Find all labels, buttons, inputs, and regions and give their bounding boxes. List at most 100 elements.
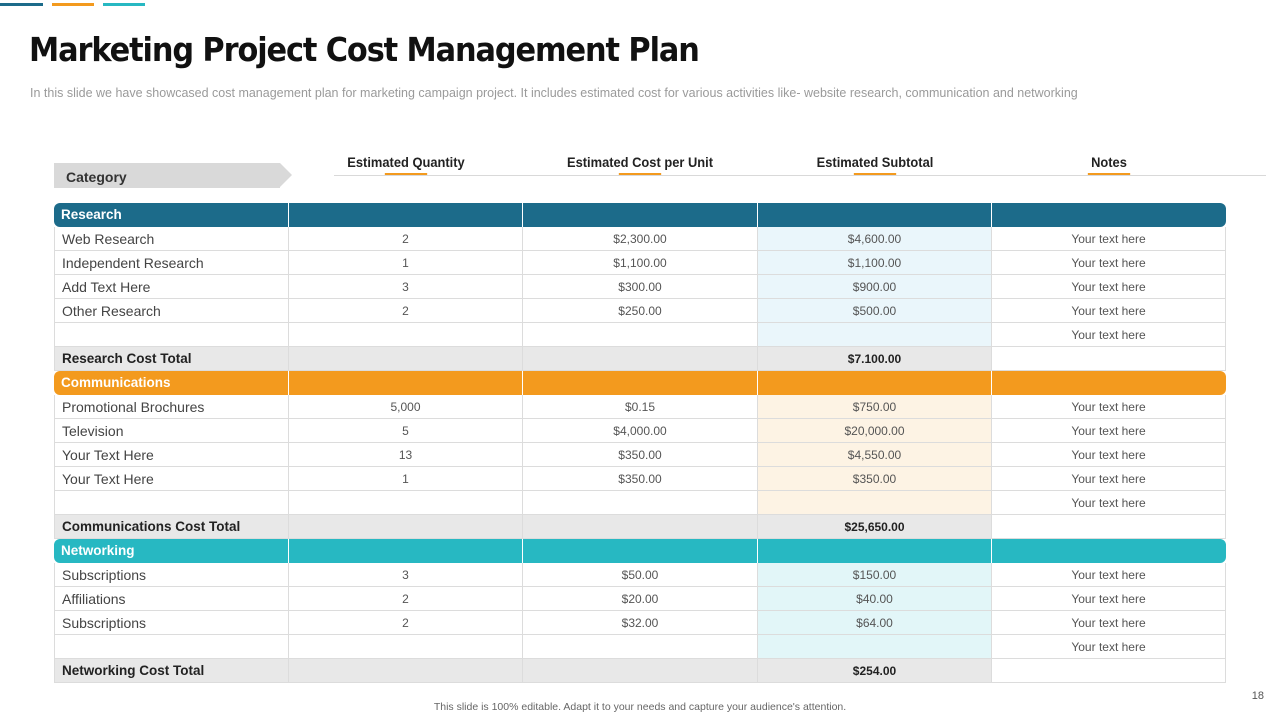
subtotal-cell: $350.00 — [758, 467, 992, 490]
section-bar-cell — [523, 203, 758, 227]
subtotal-cell: $64.00 — [758, 611, 992, 634]
subtotal-cell: $4,550.00 — [758, 443, 992, 466]
cost-table: Research Web Research 2 $2,300.00 $4,600.00 Y… — [54, 203, 1226, 683]
note-cell: Your text here — [992, 443, 1226, 466]
total-empty-cell — [523, 659, 758, 682]
cost-cell: $250.00 — [523, 299, 758, 322]
category-cell: Web Research — [54, 227, 289, 250]
quantity-cell — [289, 635, 523, 658]
category-cell: Subscriptions — [54, 563, 289, 586]
table-row: Subscriptions 3 $50.00 $150.00 Your text her… — [54, 563, 1226, 587]
table-row: Add Text Here 3 $300.00 $900.00 Your text he… — [54, 275, 1226, 299]
total-empty-cell — [523, 515, 758, 538]
category-cell: Affiliations — [54, 587, 289, 610]
table-row: Affiliations 2 $20.00 $40.00 Your text here — [54, 587, 1226, 611]
note-cell: Your text here — [992, 275, 1226, 298]
column-header-subtotal: Estimated Subtotal — [767, 154, 982, 175]
column-underline — [1087, 173, 1131, 175]
quantity-cell — [289, 323, 523, 346]
subtotal-cell: $20,000.00 — [758, 419, 992, 442]
subtotal-cell — [758, 323, 992, 346]
note-cell: Your text here — [992, 563, 1226, 586]
table-row: Promotional Brochures 5,000 $0.15 $750.00 Yo… — [54, 395, 1226, 419]
cost-cell: $350.00 — [523, 443, 758, 466]
section-bar-cell — [523, 371, 758, 395]
note-cell: Your text here — [992, 587, 1226, 610]
column-header-cost: Estimated Cost per Unit — [532, 154, 747, 175]
quantity-cell: 2 — [289, 299, 523, 322]
page-subtitle: In this slide we have showcased cost man… — [30, 86, 1078, 100]
column-underline — [384, 173, 428, 175]
category-cell: Independent Research — [54, 251, 289, 274]
category-cell: Other Research — [54, 299, 289, 322]
section-bar-cell — [289, 371, 523, 395]
category-cell — [54, 323, 289, 346]
subtotal-cell: $750.00 — [758, 395, 992, 418]
cost-cell — [523, 491, 758, 514]
total-note-cell — [992, 347, 1226, 370]
cost-cell: $2,300.00 — [523, 227, 758, 250]
quantity-cell — [289, 491, 523, 514]
total-row: Communications Cost Total $25,650.00 — [54, 515, 1226, 539]
accent-bar-2 — [52, 3, 94, 6]
total-note-cell — [992, 659, 1226, 682]
quantity-cell: 2 — [289, 587, 523, 610]
section-bar-cell — [992, 371, 1226, 395]
subtotal-cell: $1,100.00 — [758, 251, 992, 274]
section-bar-cell — [289, 203, 523, 227]
total-row: Networking Cost Total $254.00 — [54, 659, 1226, 683]
note-cell: Your text here — [992, 395, 1226, 418]
cost-cell: $350.00 — [523, 467, 758, 490]
section-bar-cell — [289, 539, 523, 563]
quantity-cell: 13 — [289, 443, 523, 466]
table-row: Your text here — [54, 635, 1226, 659]
total-note-cell — [992, 515, 1226, 538]
note-cell: Your text here — [992, 635, 1226, 658]
section-bar-cell — [758, 539, 992, 563]
page-title: Marketing Project Cost Management Plan — [29, 30, 700, 69]
quantity-cell: 2 — [289, 227, 523, 250]
section-bar-communications: Communications — [54, 371, 1226, 395]
page-number: 18 — [1251, 690, 1264, 702]
column-header-notes: Notes — [1001, 154, 1216, 175]
category-cell: Subscriptions — [54, 611, 289, 634]
section-bar-research: Research — [54, 203, 1226, 227]
category-header: Category — [54, 163, 280, 188]
section-name: Communications — [54, 371, 289, 395]
accent-bar-1 — [0, 3, 43, 6]
subtotal-cell: $500.00 — [758, 299, 992, 322]
note-cell: Your text here — [992, 419, 1226, 442]
cost-cell: $1,100.00 — [523, 251, 758, 274]
column-underline — [618, 173, 662, 175]
category-cell: Television — [54, 419, 289, 442]
note-cell: Your text here — [992, 611, 1226, 634]
column-header-label: Estimated Subtotal — [816, 154, 934, 170]
cost-cell: $20.00 — [523, 587, 758, 610]
table-row: Your Text Here 1 $350.00 $350.00 Your text h… — [54, 467, 1226, 491]
total-empty-cell — [289, 347, 523, 370]
section-bar-cell — [992, 539, 1226, 563]
category-cell — [54, 491, 289, 514]
section-bar-cell — [758, 371, 992, 395]
cost-cell: $4,000.00 — [523, 419, 758, 442]
table-row: Independent Research 1 $1,100.00 $1,100.00 Y… — [54, 251, 1226, 275]
total-value: $254.00 — [758, 659, 992, 682]
quantity-cell: 1 — [289, 251, 523, 274]
table-row: Subscriptions 2 $32.00 $64.00 Your text here — [54, 611, 1226, 635]
note-cell: Your text here — [992, 467, 1226, 490]
category-cell: Promotional Brochures — [54, 395, 289, 418]
quantity-cell: 3 — [289, 275, 523, 298]
subtotal-cell: $900.00 — [758, 275, 992, 298]
table-row: Television 5 $4,000.00 $20,000.00 Your text … — [54, 419, 1226, 443]
section-bar-cell — [523, 539, 758, 563]
cost-cell — [523, 635, 758, 658]
cost-cell: $50.00 — [523, 563, 758, 586]
section-name: Research — [54, 203, 289, 227]
column-header-label: Estimated Cost per Unit — [566, 154, 713, 170]
note-cell: Your text here — [992, 227, 1226, 250]
accent-bar-3 — [103, 3, 145, 6]
table-row: Your text here — [54, 491, 1226, 515]
column-underline — [853, 173, 897, 175]
section-bar-cell — [992, 203, 1226, 227]
category-cell: Add Text Here — [54, 275, 289, 298]
